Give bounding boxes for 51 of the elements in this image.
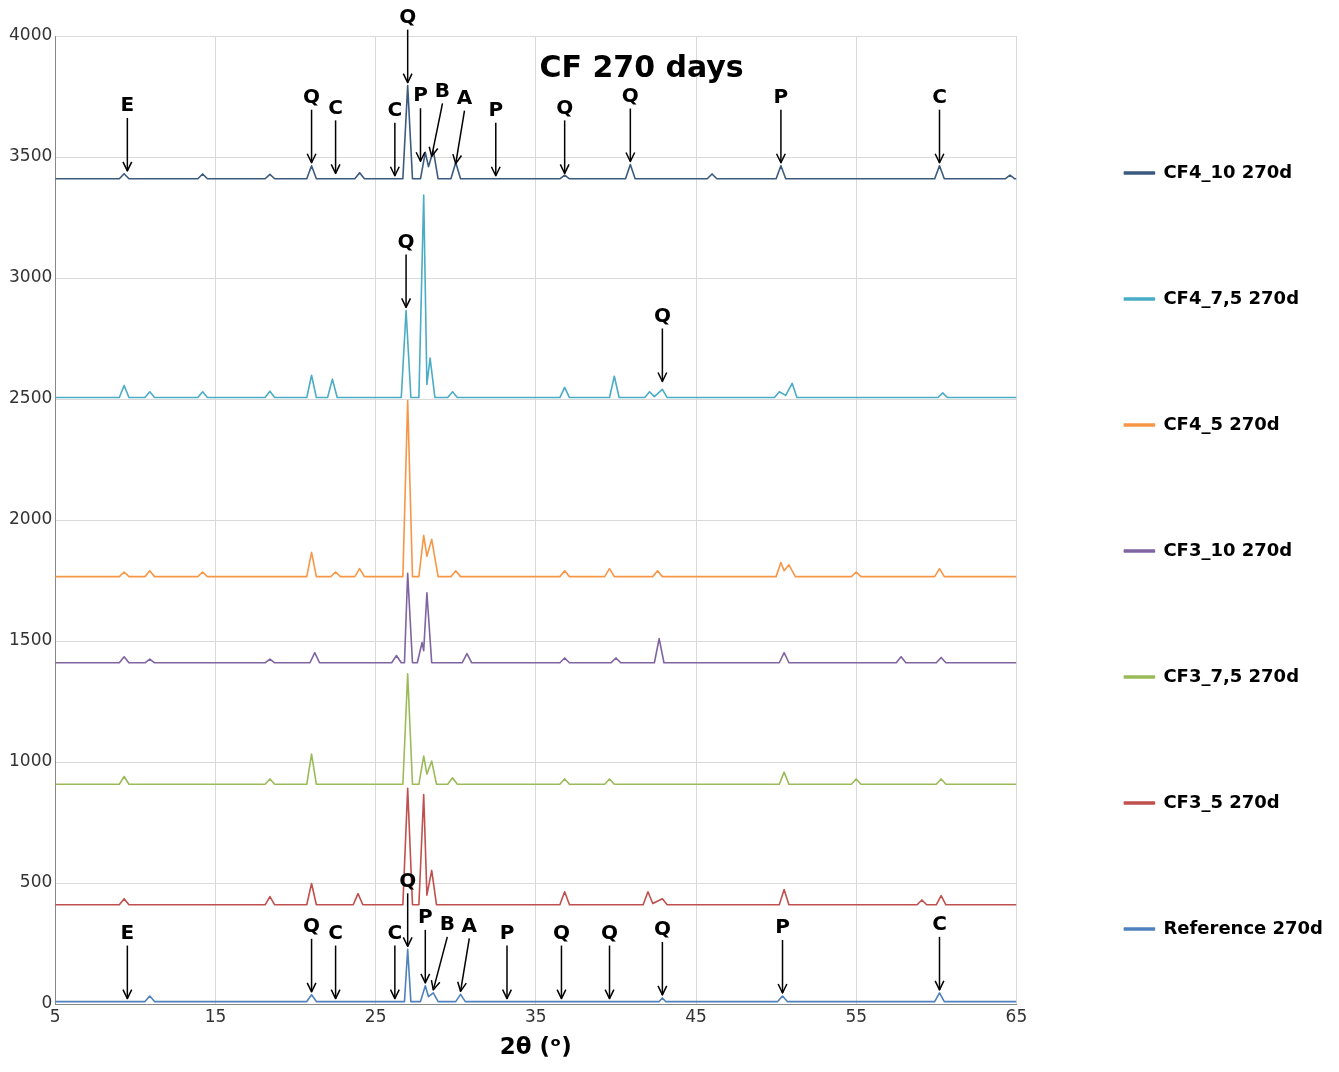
- chart-title: CF 270 days: [539, 48, 744, 84]
- x-tick-label: 35: [525, 1005, 547, 1026]
- legend-label: CF3_5 270d: [1163, 790, 1280, 812]
- x-tick-label: 55: [845, 1005, 868, 1026]
- annotation: B: [434, 77, 451, 102]
- legend-label: CF3_7,5 270d: [1163, 664, 1300, 686]
- annotation: Q: [601, 919, 619, 944]
- annotation: Q: [303, 83, 321, 108]
- y-tick-label: 2000: [9, 508, 53, 529]
- annotation: C: [387, 919, 403, 944]
- x-tick-label: 25: [364, 1005, 387, 1026]
- annotation: Q: [653, 302, 671, 327]
- y-tick-label: 2500: [9, 387, 53, 408]
- annotation: Q: [552, 919, 570, 944]
- y-tick-label: 4000: [9, 24, 53, 45]
- legend-label: CF4_7,5 270d: [1163, 286, 1300, 308]
- annotation: P: [773, 83, 789, 108]
- y-tick-label: 3000: [9, 266, 53, 287]
- x-tick-label: 65: [1005, 1005, 1028, 1026]
- y-tick-label: 3500: [9, 145, 53, 166]
- annotation: C: [932, 911, 947, 936]
- annotation: Q: [556, 94, 574, 119]
- y-tick-label: 500: [19, 871, 53, 892]
- y-tick-label: 1000: [9, 750, 53, 771]
- annotation: C: [328, 94, 343, 119]
- annotation: C: [932, 83, 947, 108]
- annotation: P: [499, 919, 515, 944]
- annotation: P: [488, 96, 504, 121]
- legend-label: CF4_5 270d: [1163, 412, 1280, 434]
- annotation: A: [461, 912, 478, 937]
- annotation: C: [328, 919, 343, 944]
- annotation: B: [439, 911, 455, 936]
- annotation: Q: [399, 3, 417, 28]
- y-tick-label: 1500: [9, 629, 53, 650]
- annotation: Q: [621, 82, 639, 107]
- annotation: Q: [397, 228, 415, 253]
- legend-label: Reference 270d: [1163, 916, 1323, 938]
- x-axis-title: 2θ (ᵒ): [499, 1033, 572, 1060]
- x-tick-label: 45: [685, 1005, 707, 1026]
- legend-label: CF4_10 270d: [1163, 160, 1293, 182]
- annotation: E: [120, 92, 135, 117]
- annotation: P: [413, 82, 428, 107]
- annotation: Q: [653, 916, 671, 941]
- annotation: E: [120, 919, 135, 944]
- annotation: Q: [303, 913, 321, 938]
- annotation: P: [417, 904, 433, 929]
- annotation: A: [456, 84, 473, 109]
- legend-label: CF3_10 270d: [1163, 538, 1293, 560]
- annotation: P: [775, 914, 790, 939]
- annotation: C: [387, 96, 403, 121]
- x-tick-label: 15: [204, 1005, 227, 1026]
